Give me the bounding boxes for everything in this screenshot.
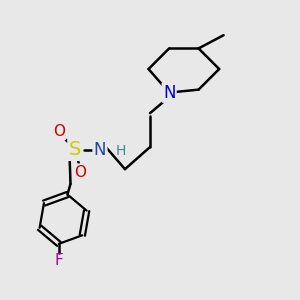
Text: N: N <box>94 141 106 159</box>
Text: N: N <box>163 84 175 102</box>
Text: H: H <box>116 145 126 158</box>
Text: O: O <box>53 124 65 139</box>
Text: S: S <box>69 140 81 160</box>
Text: O: O <box>74 165 86 180</box>
Text: F: F <box>54 253 63 268</box>
